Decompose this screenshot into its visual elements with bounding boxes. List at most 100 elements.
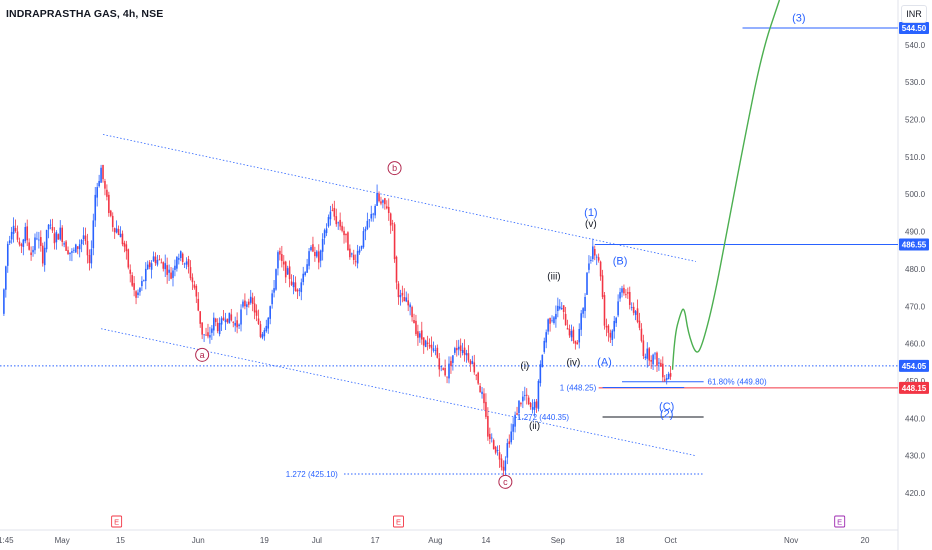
wave-label: (v) (585, 219, 597, 230)
candle-body (45, 229, 48, 250)
currency-button[interactable]: INR (901, 5, 927, 23)
candle-body (191, 277, 194, 283)
candle-body (316, 251, 318, 257)
candle-down (191, 273, 194, 290)
event-marker-label: E (396, 518, 401, 527)
candle-up (551, 315, 553, 323)
candle-body (282, 261, 285, 265)
candle-body (308, 251, 310, 266)
time-tick-label: May (55, 536, 70, 545)
candle-up (419, 331, 421, 343)
candle-down (345, 233, 347, 243)
time-tick-label: 19 (260, 536, 269, 545)
candle-body (296, 289, 299, 292)
candle-body (372, 213, 374, 215)
candle-up (457, 339, 460, 356)
candle-up (619, 287, 621, 302)
time-tick-label: 14 (481, 536, 490, 545)
candle-down (566, 319, 569, 330)
candle-body (368, 219, 371, 221)
candle-up (100, 164, 102, 183)
candle-up (512, 417, 514, 441)
candle-body (370, 213, 373, 219)
candle-body (255, 310, 258, 316)
candle-up (261, 332, 264, 340)
earnings-event-marker: E (393, 515, 404, 528)
candle-body (442, 368, 444, 370)
candle-up (506, 438, 509, 465)
candle-down (411, 305, 413, 322)
candle-down (601, 269, 604, 300)
candle-body (331, 209, 334, 211)
candle-body (440, 366, 443, 367)
candle-body (111, 215, 114, 228)
candle-up (228, 312, 231, 324)
candle-body (269, 306, 271, 319)
time-tick-label: Jun (192, 536, 205, 545)
price-badge: 448.15 (899, 381, 929, 394)
candle-down (549, 317, 551, 332)
candle-body (386, 206, 388, 209)
event-marker-box (111, 515, 123, 528)
candle-body (459, 345, 462, 351)
candle-up (224, 312, 227, 330)
candle-up (630, 302, 633, 311)
price-badge-label: 448.15 (902, 384, 927, 393)
candle-up (547, 318, 549, 335)
candle-down (255, 304, 258, 322)
candle-down (166, 257, 168, 284)
candle-body (230, 314, 233, 321)
candle-down (317, 244, 320, 270)
candle-body (568, 329, 571, 336)
candle-down (331, 203, 334, 212)
candle-body (543, 340, 546, 352)
wave-label: c (503, 477, 508, 487)
candle-up (36, 231, 38, 241)
candle-body (203, 334, 205, 336)
candle-down (197, 292, 200, 312)
price-tick-label: 510.0 (905, 153, 926, 162)
candle-up (218, 317, 221, 337)
candle-down (312, 236, 314, 253)
candle-body (100, 167, 102, 183)
candle-up (362, 227, 365, 249)
candle-up (156, 254, 159, 267)
candle-down (428, 338, 431, 349)
candle-up (372, 212, 374, 222)
candle-body (599, 261, 602, 277)
candle-down (123, 240, 126, 253)
candle-up (267, 316, 270, 334)
candle-body (76, 246, 79, 249)
candle-body (277, 252, 279, 269)
candle-down (625, 289, 627, 299)
candle-body (57, 234, 60, 240)
candle-body (341, 225, 343, 231)
candle-body (395, 256, 398, 283)
candle-body (199, 311, 202, 324)
candle-body (586, 272, 588, 295)
candle-body (652, 354, 654, 365)
candle-down (415, 314, 417, 336)
candle-body (292, 282, 295, 288)
candle-body (537, 381, 540, 409)
candle-up (240, 304, 242, 332)
candle-down (413, 313, 415, 324)
candle-up (368, 219, 371, 228)
candle-up (45, 229, 48, 253)
candle-body (638, 320, 641, 328)
candle-down (494, 445, 497, 455)
candle-up (545, 329, 547, 349)
candle-body (419, 333, 421, 338)
price-tick-label: 440.0 (905, 414, 926, 423)
candle-body (557, 305, 559, 312)
candle-body (570, 330, 573, 338)
candle-up (183, 262, 186, 269)
candle-up (185, 257, 188, 270)
candle-down (201, 322, 203, 340)
candle-body (403, 297, 406, 302)
candle-body (300, 282, 303, 293)
candle-down (207, 323, 209, 339)
candle-body (284, 261, 287, 278)
